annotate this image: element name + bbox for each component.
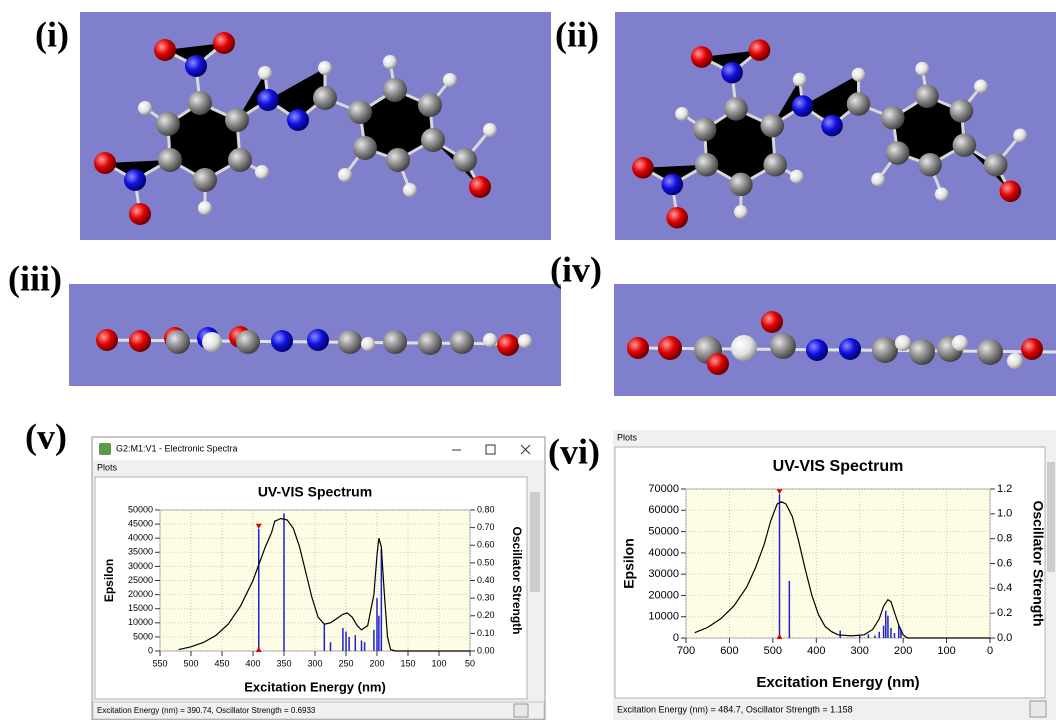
y-tick-label: 35000: [128, 547, 153, 557]
x-tick-label: 500: [764, 645, 782, 657]
x-tick-label: 100: [431, 658, 446, 668]
y-tick-label: 20000: [128, 589, 153, 599]
panel-label: (v): [25, 416, 67, 456]
y2-tick-label: 0.4: [997, 582, 1012, 594]
y2-tick-label: 0.2: [997, 607, 1012, 619]
y2-tick-label: 0.20: [477, 610, 495, 620]
x-tick-label: 50: [465, 658, 475, 668]
y2-tick-label: 1.0: [997, 508, 1012, 520]
panel-label: (vi): [548, 431, 600, 471]
y-tick-label: 10000: [648, 611, 679, 623]
x-tick-label: 400: [245, 658, 260, 668]
status-text: Excitation Energy (nm) = 390.74, Oscilla…: [97, 706, 316, 715]
panel-label: (i): [35, 14, 69, 54]
x-tick-label: 300: [851, 645, 869, 657]
x-tick-label: 350: [276, 658, 291, 668]
help-button[interactable]: [514, 704, 528, 717]
x-axis-label: Excitation Energy (nm): [756, 674, 919, 691]
scrollbar-thumb[interactable]: [1047, 462, 1055, 572]
y-axis-label: Epsilon: [102, 559, 116, 602]
help-button[interactable]: [1030, 701, 1046, 717]
y2-tick-label: 0.40: [477, 575, 495, 585]
y-tick-label: 40000: [648, 547, 679, 559]
y-tick-label: 0: [148, 645, 153, 655]
status-text: Excitation Energy (nm) = 484.7, Oscillat…: [617, 704, 853, 714]
x-tick-label: 100: [937, 645, 955, 657]
y-tick-label: 70000: [648, 483, 679, 495]
y2-tick-label: 0.8: [997, 533, 1012, 545]
x-tick-label: 300: [307, 658, 322, 668]
y-axis-label: Epsilon: [621, 538, 637, 589]
y-tick-label: 25000: [128, 575, 153, 585]
x-tick-label: 200: [894, 645, 912, 657]
x-axis-label: Excitation Energy (nm): [244, 679, 386, 694]
y2-tick-label: 0.70: [477, 522, 495, 532]
x-tick-label: 200: [369, 658, 384, 668]
y-tick-label: 30000: [648, 568, 679, 580]
y-tick-label: 0: [673, 632, 679, 644]
y-tick-label: 5000: [133, 631, 153, 641]
y-tick-label: 50000: [128, 504, 153, 514]
chart-title: UV-VIS Spectrum: [773, 458, 904, 475]
x-tick-label: 600: [720, 645, 738, 657]
y-tick-label: 20000: [648, 589, 679, 601]
y2-tick-label: 0.80: [477, 504, 495, 514]
figure: (i) (ii) (iii) (iv) (v) (vi) G2:M1:V1 - …: [0, 0, 1056, 720]
scrollbar-thumb[interactable]: [530, 492, 540, 592]
y2-tick-label: 0.6: [997, 557, 1012, 569]
panel-label: (iii): [8, 258, 62, 298]
x-tick-label: 450: [214, 658, 229, 668]
y-tick-label: 40000: [128, 533, 153, 543]
y-tick-label: 30000: [128, 561, 153, 571]
x-tick-label: 500: [183, 658, 198, 668]
y2-tick-label: 0.60: [477, 540, 495, 550]
y-tick-label: 60000: [648, 504, 679, 516]
y2-tick-label: 0.30: [477, 593, 495, 603]
window-title: G2:M1:V1 - Electronic Spectra: [116, 443, 238, 453]
y-tick-label: 15000: [128, 603, 153, 613]
y2-tick-label: 0.0: [997, 632, 1012, 644]
x-tick-label: 0: [987, 645, 993, 657]
y2-axis-label: Oscillator Strength: [1030, 500, 1046, 626]
y-tick-label: 45000: [128, 518, 153, 528]
panel-label: (iv): [550, 249, 602, 289]
x-tick-label: 250: [338, 658, 353, 668]
x-tick-label: 150: [400, 658, 415, 668]
y2-tick-label: 0.50: [477, 557, 495, 567]
molecule-panel: [80, 12, 551, 240]
y-tick-label: 50000: [648, 525, 679, 537]
y-tick-label: 10000: [128, 617, 153, 627]
y2-tick-label: 1.2: [997, 483, 1012, 495]
menu-item[interactable]: Plots: [617, 432, 638, 442]
y2-tick-label: 0.00: [477, 645, 495, 655]
y2-axis-label: Oscillator Strength: [510, 526, 524, 634]
y2-tick-label: 0.10: [477, 628, 495, 638]
x-tick-label: 550: [152, 658, 167, 668]
panel-label: (ii): [555, 14, 599, 54]
plot-area: [686, 489, 990, 638]
chart-title: UV-VIS Spectrum: [258, 484, 372, 500]
x-tick-label: 400: [807, 645, 825, 657]
x-tick-label: 700: [677, 645, 695, 657]
menu-item[interactable]: Plots: [97, 462, 118, 472]
